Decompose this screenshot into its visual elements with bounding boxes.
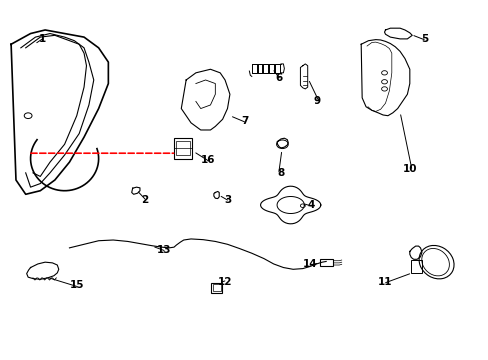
Text: 7: 7 bbox=[240, 116, 248, 126]
Text: 12: 12 bbox=[217, 277, 232, 287]
Bar bbox=[257, 64, 262, 73]
Bar bbox=[251, 64, 256, 73]
Bar bbox=[174, 138, 192, 158]
Bar bbox=[176, 141, 190, 155]
Bar bbox=[211, 283, 222, 293]
Bar bbox=[275, 64, 280, 73]
Bar bbox=[263, 64, 268, 73]
Bar bbox=[410, 260, 421, 273]
Text: 14: 14 bbox=[302, 259, 317, 269]
Text: 9: 9 bbox=[313, 96, 320, 107]
Text: 8: 8 bbox=[277, 168, 284, 178]
Text: 15: 15 bbox=[69, 280, 84, 291]
Text: 2: 2 bbox=[141, 195, 148, 204]
Text: 10: 10 bbox=[402, 164, 416, 174]
Bar bbox=[212, 284, 220, 292]
Text: 3: 3 bbox=[224, 195, 231, 204]
Text: 13: 13 bbox=[157, 245, 171, 255]
Bar bbox=[319, 258, 333, 266]
Text: 4: 4 bbox=[307, 200, 315, 210]
Text: 5: 5 bbox=[420, 34, 427, 44]
Text: 1: 1 bbox=[39, 34, 46, 44]
Text: 11: 11 bbox=[378, 277, 392, 287]
Text: 16: 16 bbox=[201, 156, 215, 165]
Bar bbox=[269, 64, 274, 73]
Text: 6: 6 bbox=[274, 73, 282, 83]
